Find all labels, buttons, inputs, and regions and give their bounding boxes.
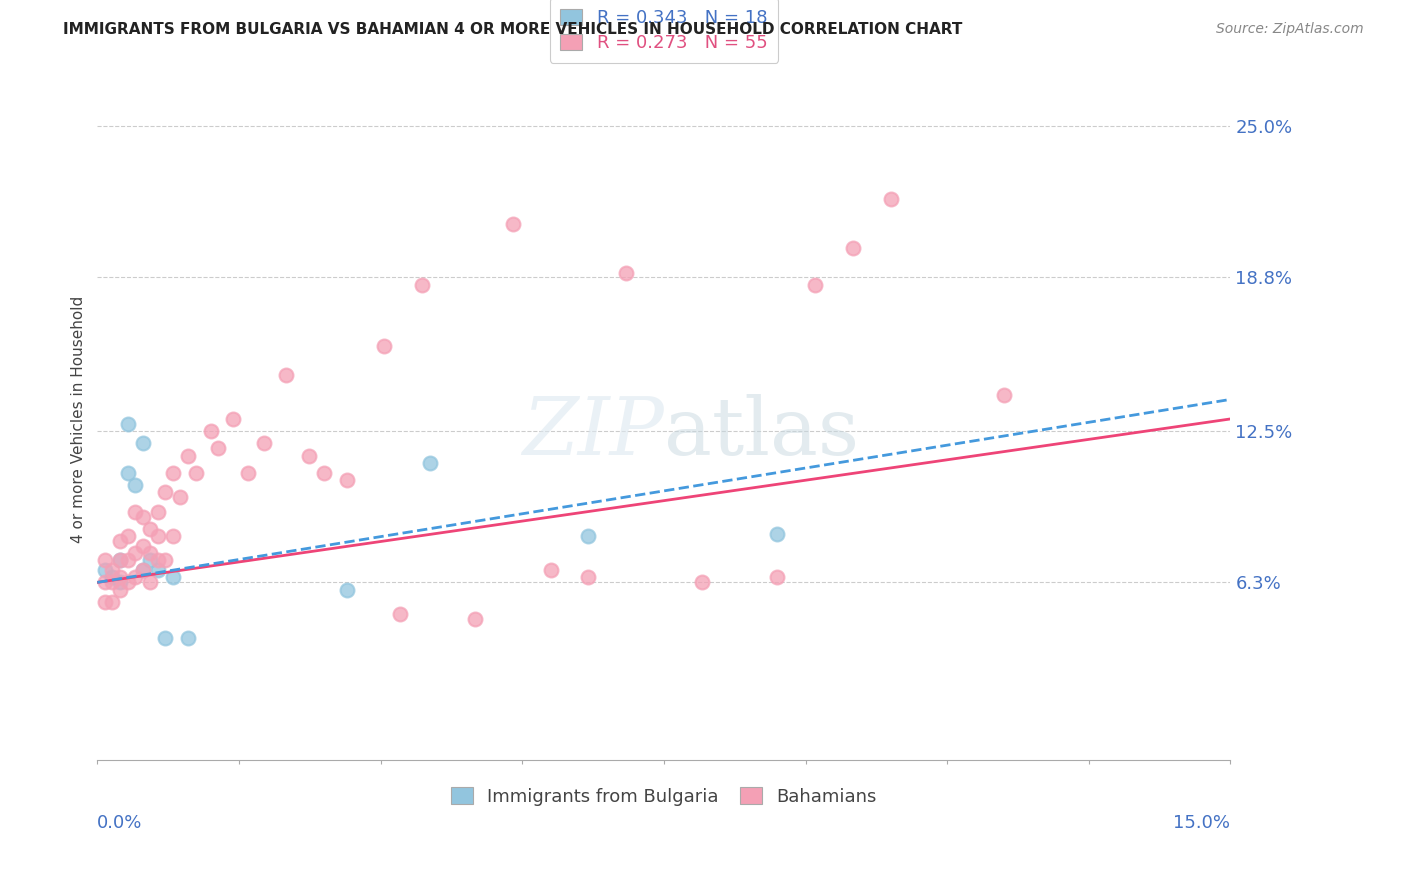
Point	[94, 595, 117, 609]
Point	[146, 529, 169, 543]
Legend: Immigrants from Bulgaria, Bahamians: Immigrants from Bulgaria, Bahamians	[444, 780, 884, 813]
Point	[124, 570, 146, 584]
Point	[207, 441, 229, 455]
Point	[184, 466, 207, 480]
Point	[177, 449, 200, 463]
Point	[419, 456, 441, 470]
Point	[108, 570, 131, 584]
Point	[117, 575, 139, 590]
Point	[155, 553, 177, 567]
Point	[131, 436, 153, 450]
Point	[336, 473, 359, 487]
Point	[94, 563, 117, 577]
Text: atlas: atlas	[664, 393, 859, 472]
Point	[94, 553, 117, 567]
Point	[576, 570, 599, 584]
Point	[162, 529, 184, 543]
Point	[139, 522, 162, 536]
Text: Source: ZipAtlas.com: Source: ZipAtlas.com	[1216, 22, 1364, 37]
Point	[222, 412, 245, 426]
Point	[124, 477, 146, 491]
Point	[101, 575, 124, 590]
Point	[162, 570, 184, 584]
Point	[155, 485, 177, 500]
Point	[131, 563, 153, 577]
Point	[131, 509, 153, 524]
Text: 0.0%: 0.0%	[97, 814, 143, 832]
Point	[502, 217, 524, 231]
Point	[993, 387, 1015, 401]
Point	[117, 466, 139, 480]
Point	[238, 466, 260, 480]
Point	[155, 632, 177, 646]
Point	[169, 490, 191, 504]
Point	[252, 436, 274, 450]
Point	[540, 563, 562, 577]
Y-axis label: 4 or more Vehicles in Household: 4 or more Vehicles in Household	[72, 295, 86, 542]
Point	[336, 582, 359, 597]
Point	[101, 570, 124, 584]
Point	[108, 553, 131, 567]
Point	[124, 505, 146, 519]
Point	[388, 607, 411, 621]
Point	[124, 546, 146, 560]
Point	[101, 563, 124, 577]
Point	[108, 582, 131, 597]
Point	[139, 575, 162, 590]
Point	[576, 529, 599, 543]
Point	[117, 529, 139, 543]
Point	[276, 368, 298, 382]
Point	[117, 553, 139, 567]
Point	[146, 563, 169, 577]
Point	[117, 417, 139, 431]
Point	[131, 539, 153, 553]
Point	[766, 526, 789, 541]
Point	[804, 277, 827, 292]
Point	[298, 449, 321, 463]
Point	[373, 339, 395, 353]
Point	[108, 575, 131, 590]
Point	[879, 193, 901, 207]
Point	[146, 505, 169, 519]
Point	[162, 466, 184, 480]
Point	[146, 553, 169, 567]
Point	[411, 277, 433, 292]
Point	[131, 563, 153, 577]
Point	[108, 553, 131, 567]
Text: ZIP: ZIP	[522, 394, 664, 471]
Point	[101, 595, 124, 609]
Point	[614, 266, 637, 280]
Point	[766, 570, 789, 584]
Point	[690, 575, 713, 590]
Point	[139, 553, 162, 567]
Point	[312, 466, 335, 480]
Point	[842, 241, 865, 255]
Point	[139, 546, 162, 560]
Point	[177, 632, 200, 646]
Point	[108, 533, 131, 548]
Text: 15.0%: 15.0%	[1174, 814, 1230, 832]
Text: IMMIGRANTS FROM BULGARIA VS BAHAMIAN 4 OR MORE VEHICLES IN HOUSEHOLD CORRELATION: IMMIGRANTS FROM BULGARIA VS BAHAMIAN 4 O…	[63, 22, 963, 37]
Point	[464, 612, 486, 626]
Point	[200, 424, 222, 438]
Point	[94, 575, 117, 590]
